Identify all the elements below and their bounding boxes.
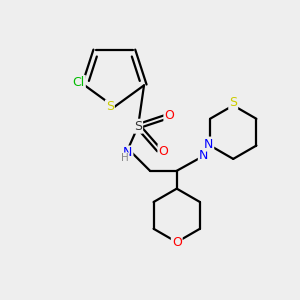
Text: S: S bbox=[134, 120, 142, 133]
Text: S: S bbox=[106, 100, 114, 113]
Text: N: N bbox=[204, 138, 213, 151]
Text: N: N bbox=[123, 146, 132, 160]
Text: N: N bbox=[199, 149, 208, 162]
Text: Cl: Cl bbox=[73, 76, 85, 89]
Text: S: S bbox=[229, 96, 237, 109]
Text: O: O bbox=[158, 145, 168, 158]
Text: O: O bbox=[172, 236, 182, 249]
Text: O: O bbox=[164, 109, 174, 122]
Text: H: H bbox=[121, 153, 129, 163]
